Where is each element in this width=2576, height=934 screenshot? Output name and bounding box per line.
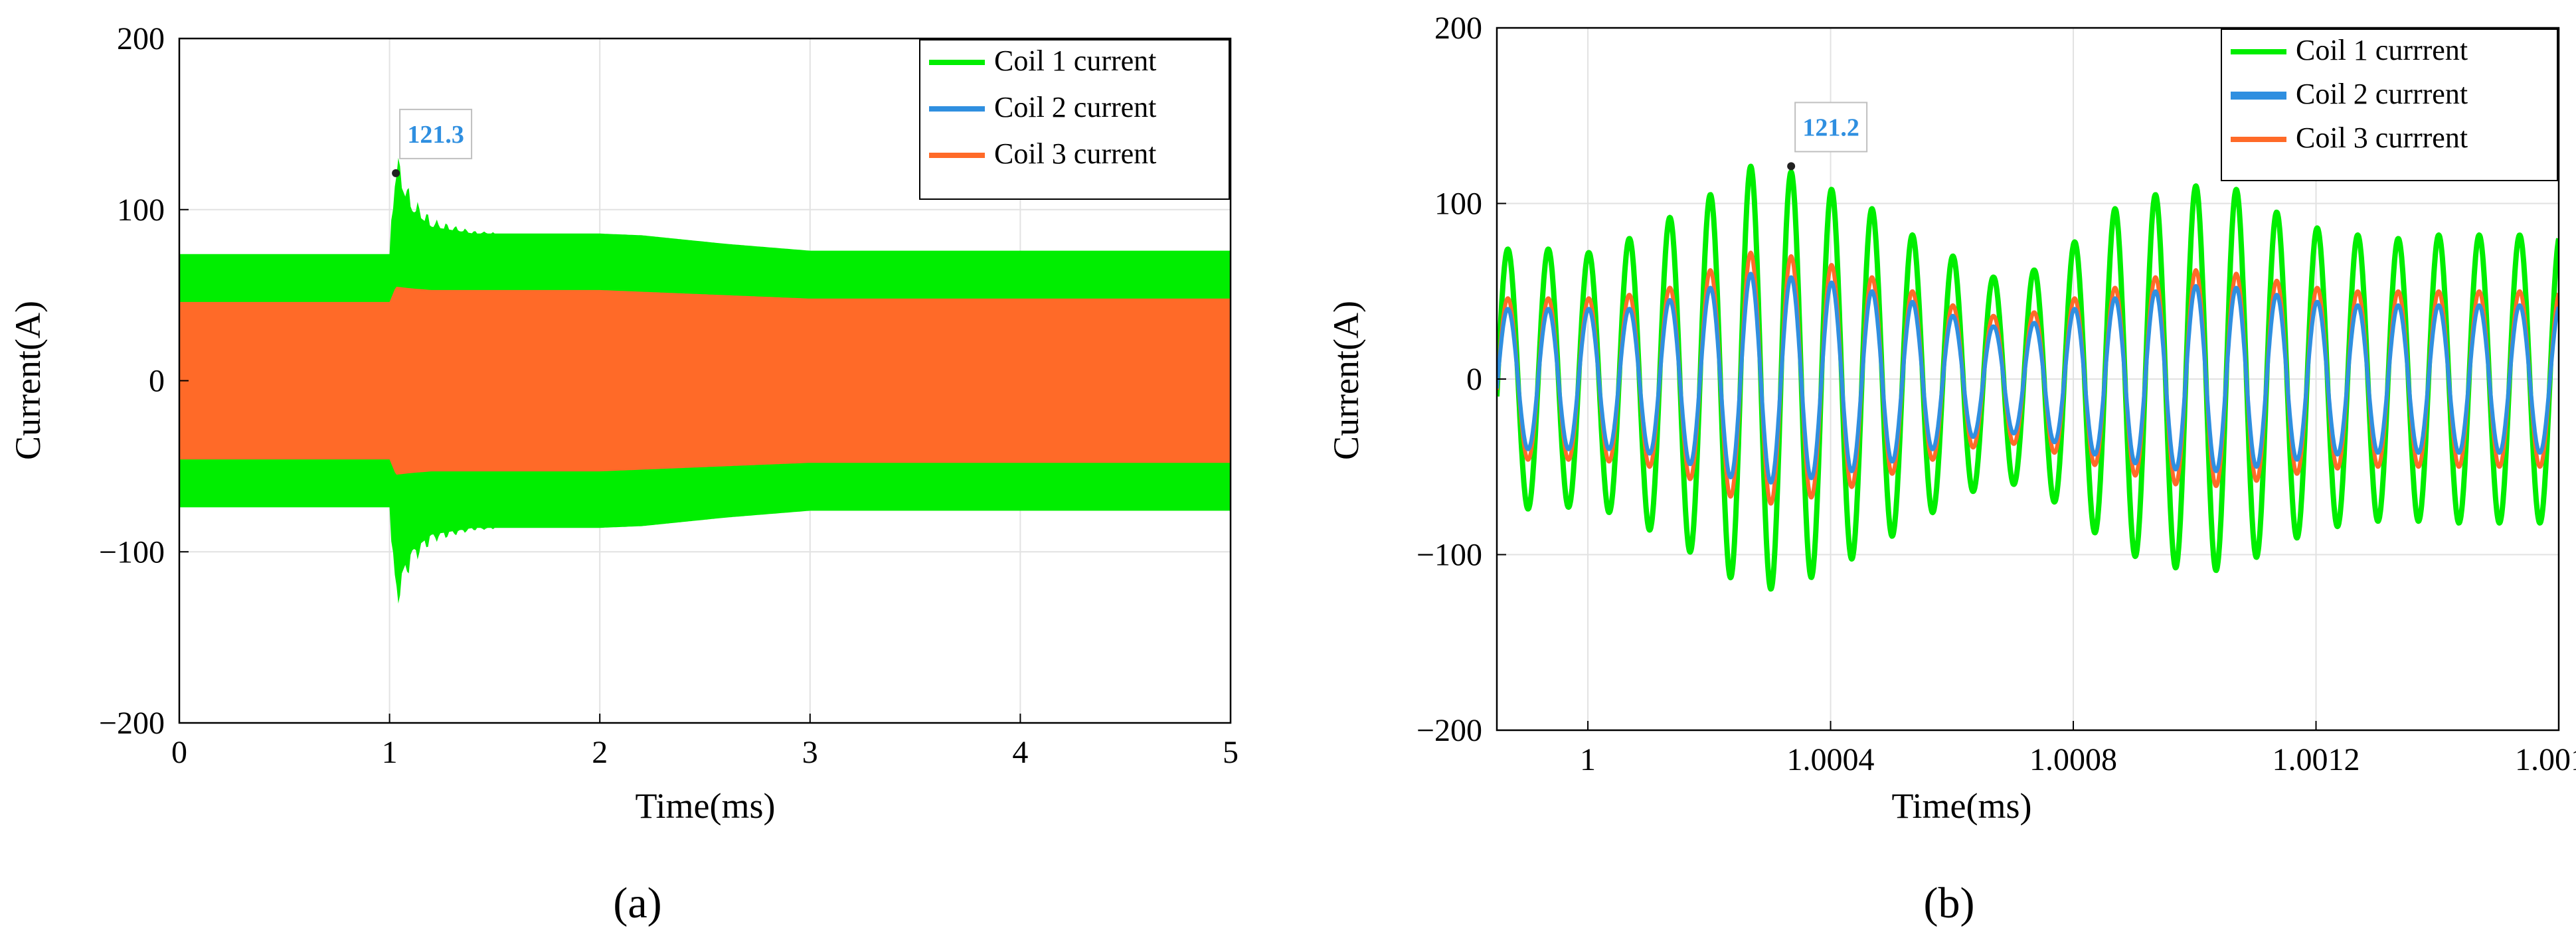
x-axis-label-b: Time(ms): [1891, 786, 2031, 826]
chart-panel-b: 1 1.0004 1.0008 1.0012 1.0016 −200 −100 0 100 200…: [1326, 11, 2576, 927]
y-tick-label: −100: [1417, 538, 1482, 573]
series-line-1: [1497, 163, 2559, 592]
y-tick-label: −100: [99, 534, 165, 570]
x-tick-label: 2: [592, 735, 608, 770]
plot-area-b: [1497, 163, 2559, 592]
x-tick-label: 3: [802, 735, 818, 770]
series-band-3: [179, 286, 1231, 475]
legend-entry: Coil 3 current: [994, 137, 1156, 170]
legend-entry: Coil 2 current: [994, 91, 1156, 123]
data-tip-value: 121.3: [407, 121, 464, 149]
y-tick-label: 200: [117, 21, 165, 56]
data-tip-marker: [392, 169, 400, 177]
data-tip-b: 121.2: [1787, 102, 1868, 171]
x-axis-label-a: Time(ms): [635, 786, 775, 826]
y-tick-label: −200: [99, 706, 165, 741]
data-tip-marker: [1787, 162, 1796, 171]
series-line-2: [1497, 272, 2559, 485]
legend-entry: Coil 2 currrent: [2296, 78, 2468, 110]
legend-entry: Coil 1 currrent: [2296, 34, 2468, 66]
y-axis-label-b: Current(A): [1326, 301, 1366, 460]
data-tip-box: [399, 108, 473, 159]
x-tick-label: 1.0012: [2273, 742, 2360, 777]
x-tick-label: 4: [1012, 735, 1028, 770]
y-tick-label: 100: [1434, 187, 1482, 222]
x-tick-label: 1.0016: [2515, 742, 2576, 777]
y-axis-label-a: Current(A): [8, 301, 48, 460]
plot-area-a: [179, 157, 1231, 604]
y-tick-label: 100: [117, 193, 165, 228]
panel-label-b: (b): [1924, 879, 1975, 927]
data-tip-box: [1794, 102, 1868, 153]
x-tick-label: 1: [1580, 742, 1596, 777]
data-tip-a: 121.3: [392, 108, 473, 177]
x-tick-label: 1.0004: [1787, 742, 1875, 777]
y-tick-label: 0: [1466, 362, 1482, 397]
x-tick-label: 1: [382, 735, 398, 770]
chart-panel-a: 0 1 2 3 4 5 −200 −100 0 100 200 Current(A) Time(ms…: [8, 21, 1239, 927]
ticks-a: 0 1 2 3 4 5 −200 −100 0 100 200: [99, 21, 1239, 770]
legend-box: [919, 39, 1230, 200]
panel-label-a: (a): [613, 879, 661, 927]
x-tick-label: 1.0008: [2029, 742, 2117, 777]
legend-entry: Coil 1 current: [994, 44, 1156, 77]
y-tick-label: 0: [149, 364, 165, 399]
legend-entry: Coil 3 currrent: [2296, 121, 2468, 154]
legend-b: Coil 1 currrent Coil 2 currrent Coil 3 cur…: [2221, 29, 2558, 181]
x-tick-label: 5: [1223, 735, 1239, 770]
ticks-b: 1 1.0004 1.0008 1.0012 1.0016 −200 −100 0 100 200: [1417, 11, 2576, 777]
legend-a: Coil 1 current Coil 2 current Coil 3 curre…: [919, 39, 1230, 200]
data-tip-value: 121.2: [1802, 114, 1859, 141]
y-tick-label: 200: [1434, 11, 1482, 46]
y-tick-label: −200: [1417, 713, 1482, 748]
x-tick-label: 0: [171, 735, 187, 770]
